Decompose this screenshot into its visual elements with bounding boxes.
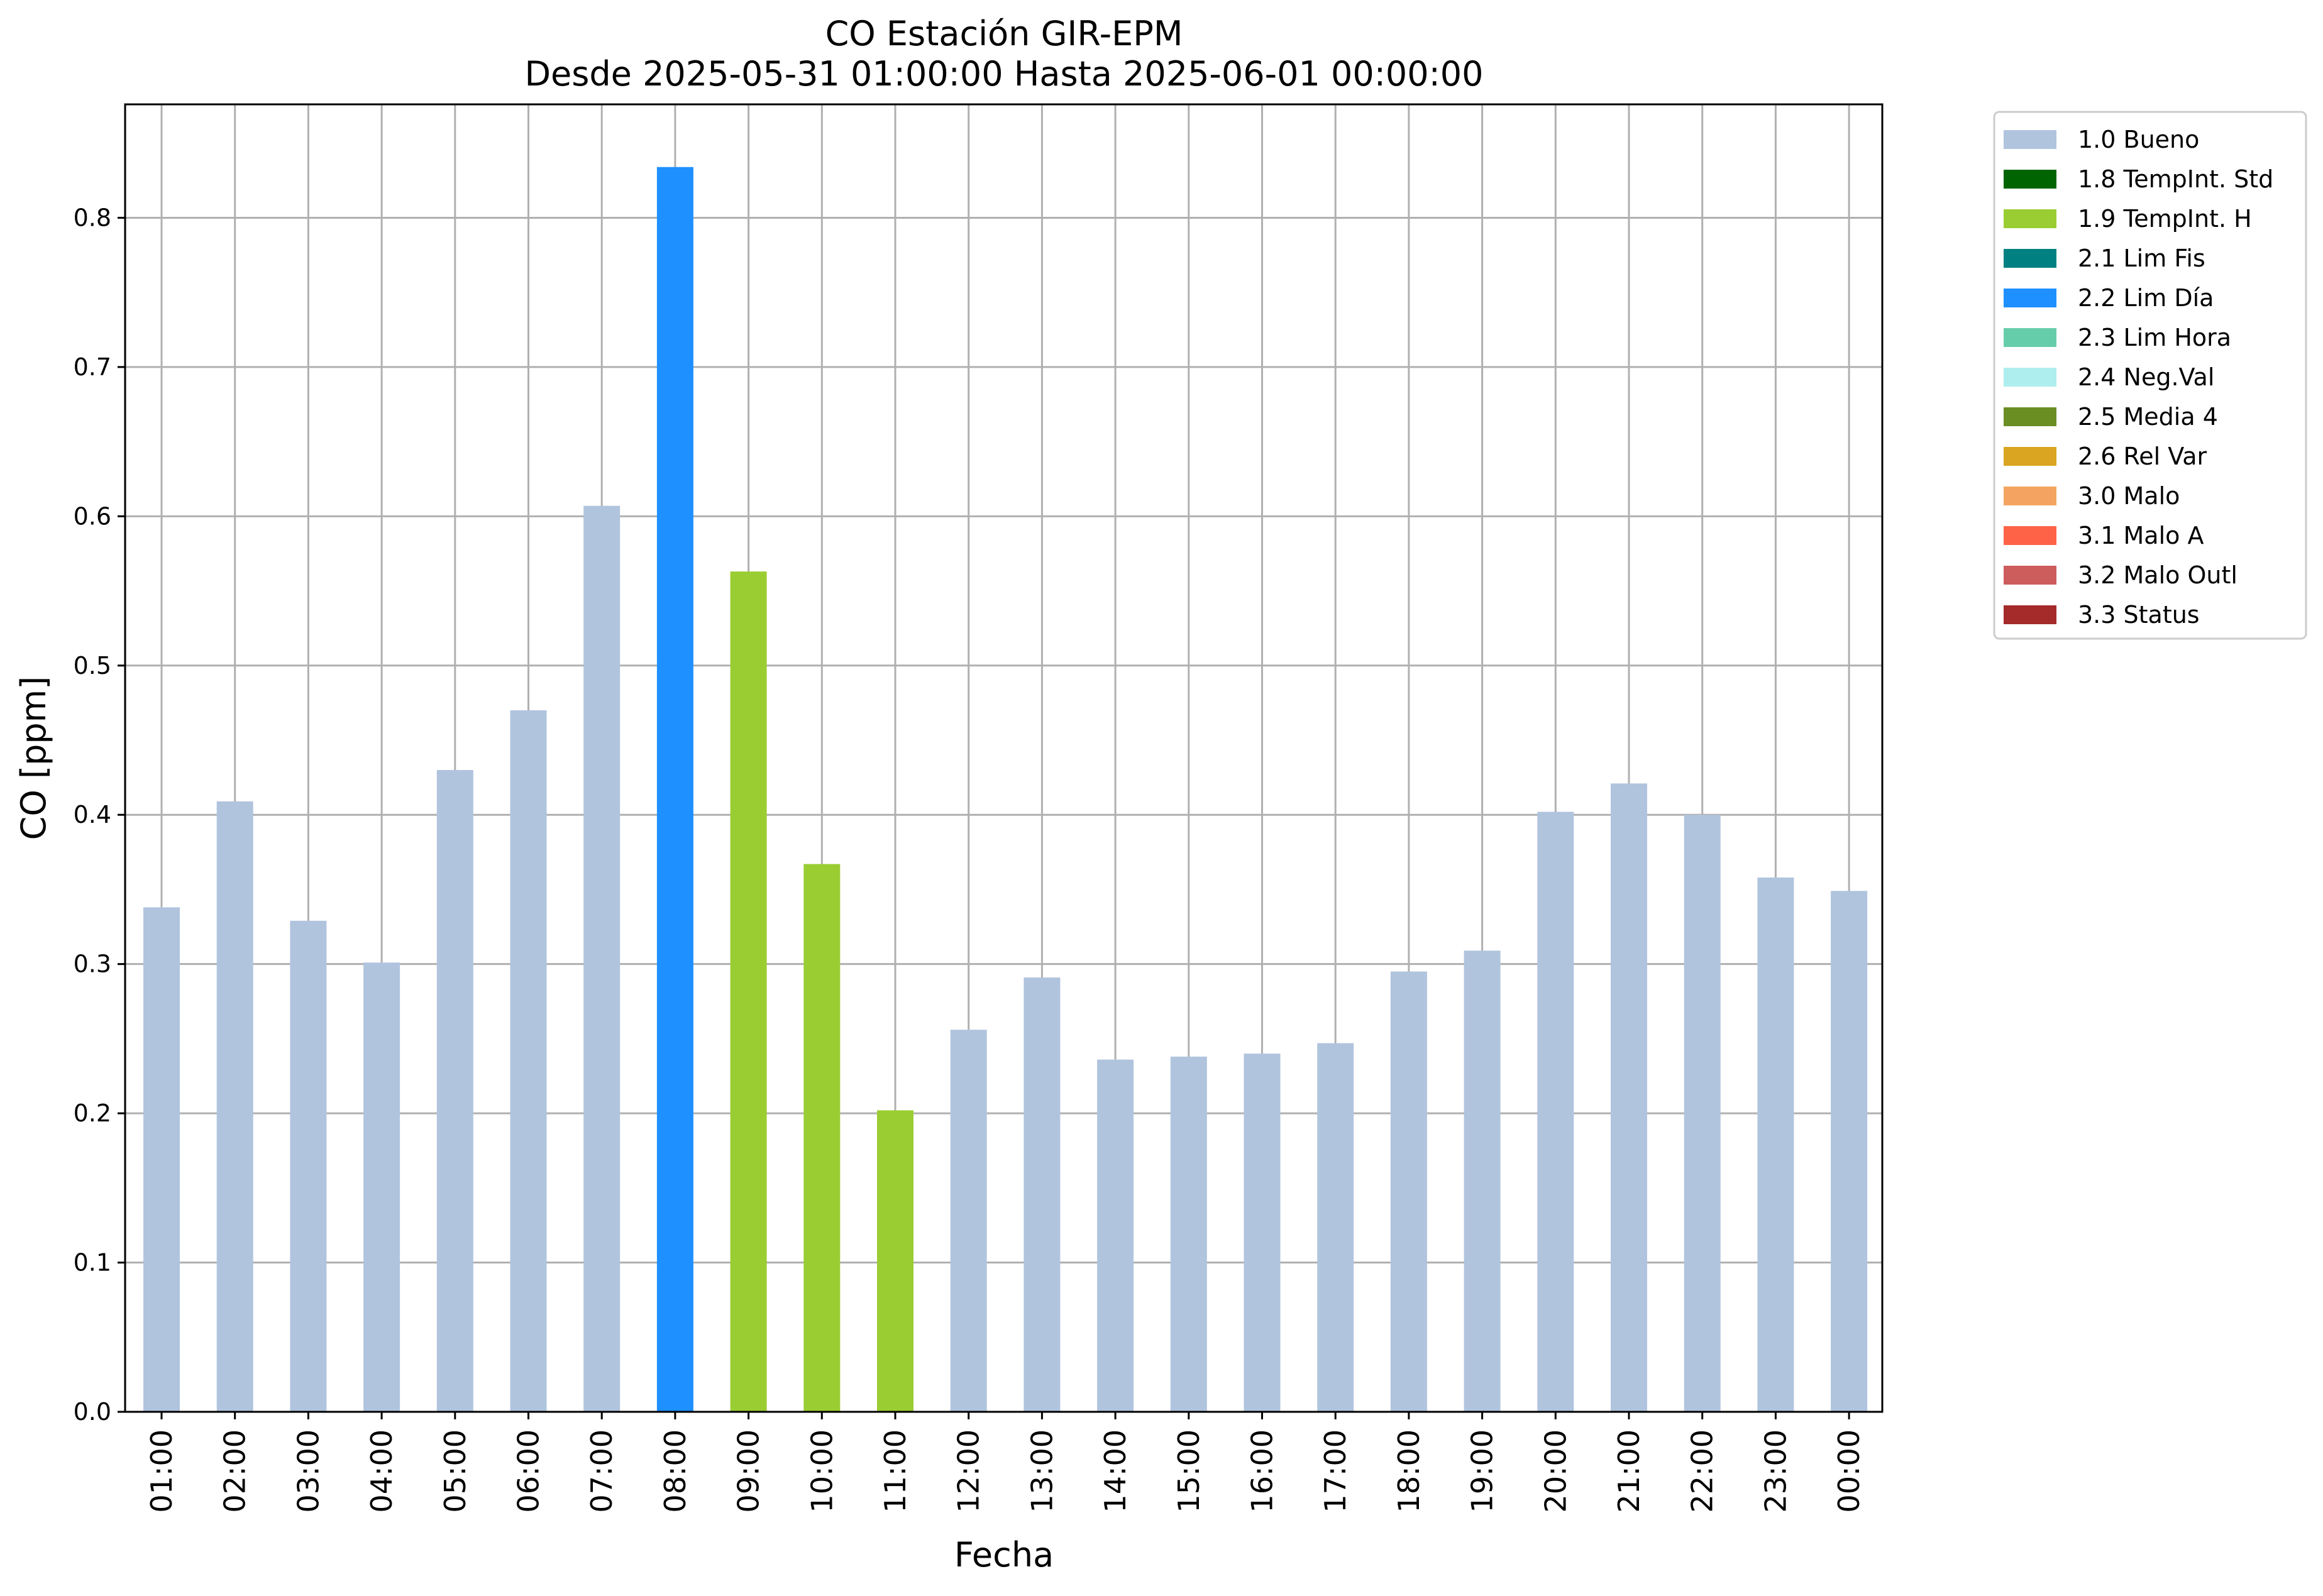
y-tick-label: 0.2 (74, 1099, 111, 1127)
x-tick-label: 10:00 (805, 1429, 839, 1513)
bar-0900 (730, 571, 767, 1412)
y-axis-label: CO [ppm] (14, 676, 53, 840)
bar-0400 (363, 962, 400, 1412)
legend-swatch (2004, 249, 2056, 268)
legend-label: 3.3 Status (2078, 601, 2200, 629)
legend-swatch (2004, 170, 2056, 189)
bar-0600 (510, 710, 547, 1412)
y-tick-label: 0.4 (74, 801, 111, 828)
y-tick-label: 0.3 (74, 950, 111, 978)
bar-0800 (656, 167, 693, 1412)
x-tick-label: 21:00 (1612, 1429, 1646, 1513)
y-tick-label: 0.5 (74, 652, 111, 680)
bar-0000 (1831, 891, 1868, 1412)
legend-label: 3.2 Malo Outl (2078, 561, 2237, 589)
bar-1700 (1317, 1043, 1354, 1412)
y-axis-ticks: 0.0 0.1 0.2 0.3 0.4 0.5 0.6 0.7 0.8 (74, 204, 125, 1426)
legend-swatch (2004, 526, 2056, 545)
x-tick-label: 07:00 (585, 1429, 619, 1513)
bar-0300 (290, 920, 327, 1412)
x-tick-label: 23:00 (1758, 1429, 1792, 1513)
x-tick-label: 20:00 (1538, 1429, 1572, 1513)
x-tick-label: 22:00 (1686, 1429, 1719, 1513)
y-tick-label: 0.0 (74, 1398, 111, 1426)
x-tick-label: 09:00 (732, 1429, 766, 1513)
legend-swatch (2004, 566, 2056, 585)
legend-label: 2.4 Neg.Val (2078, 363, 2214, 391)
legend-label: 1.8 TempInt. Std (2078, 165, 2273, 193)
y-tick-label: 0.1 (74, 1249, 111, 1277)
bar-1900 (1464, 950, 1501, 1412)
x-tick-label: 11:00 (878, 1429, 912, 1513)
x-tick-label: 04:00 (365, 1429, 399, 1513)
x-tick-label: 03:00 (291, 1429, 325, 1513)
x-tick-label: 00:00 (1832, 1429, 1866, 1513)
x-tick-label: 18:00 (1392, 1429, 1426, 1513)
bar-1800 (1390, 971, 1427, 1412)
bar-1400 (1097, 1059, 1134, 1412)
y-tick-label: 0.7 (74, 353, 111, 381)
legend-label: 2.6 Rel Var (2078, 443, 2207, 470)
x-tick-label: 08:00 (658, 1429, 692, 1513)
bar-0700 (583, 505, 621, 1412)
x-tick-label: 15:00 (1172, 1429, 1206, 1513)
bar-1200 (950, 1030, 987, 1412)
bar-0200 (216, 801, 253, 1412)
legend-swatch (2004, 605, 2056, 624)
legend-swatch (2004, 209, 2056, 228)
legend-swatch (2004, 447, 2056, 466)
bar-1100 (877, 1110, 913, 1412)
x-tick-label: 02:00 (218, 1429, 252, 1513)
x-tick-label: 19:00 (1465, 1429, 1499, 1513)
x-tick-label: 06:00 (512, 1429, 546, 1513)
bar-0100 (143, 907, 180, 1412)
bar-1500 (1170, 1056, 1207, 1412)
legend-frame (1993, 111, 2307, 640)
x-tick-label: 01:00 (145, 1429, 179, 1513)
legend-label: 1.9 TempInt. H (2078, 205, 2252, 233)
legend-label: 2.5 Media 4 (2078, 403, 2218, 431)
bars (143, 167, 1868, 1412)
legend-label: 1.0 Bueno (2078, 126, 2199, 153)
legend-label: 2.1 Lim Fis (2078, 245, 2205, 272)
legend: 1.0 Bueno 1.8 TempInt. Std 1.9 TempInt. H 2… (1993, 111, 2307, 640)
chart-title: CO Estación GIR-EPM (825, 14, 1183, 53)
bar-1300 (1024, 977, 1061, 1412)
x-tick-label: 17:00 (1318, 1429, 1352, 1513)
legend-swatch (2004, 328, 2056, 347)
legend-label: 3.0 Malo (2078, 482, 2180, 510)
bar-2300 (1757, 877, 1794, 1412)
x-axis-label: Fecha (954, 1535, 1054, 1575)
bar-1000 (803, 864, 841, 1412)
bar-0500 (436, 769, 473, 1412)
chart-subtitle: Desde 2025-05-31 01:00:00 Hasta 2025-06-… (524, 54, 1483, 94)
x-tick-label: 13:00 (1025, 1429, 1059, 1513)
bar-2000 (1537, 812, 1574, 1412)
legend-label: 3.1 Malo A (2078, 522, 2204, 549)
plot-frame (124, 103, 1884, 1413)
y-tick-label: 0.8 (74, 204, 111, 231)
bar-2200 (1684, 815, 1721, 1412)
legend-label: 2.2 Lim Día (2078, 284, 2214, 312)
x-axis-ticks: 01:00 02:00 03:00 04:00 05:00 06:00 07:00 08:00… (145, 1412, 1866, 1513)
x-tick-label: 05:00 (438, 1429, 472, 1513)
y-tick-label: 0.6 (74, 502, 111, 530)
legend-swatch (2004, 487, 2056, 505)
x-tick-label: 14:00 (1098, 1429, 1132, 1513)
legend-swatch (2004, 289, 2056, 307)
legend-swatch (2004, 130, 2056, 149)
legend-label: 2.3 Lim Hora (2078, 324, 2231, 351)
legend-swatch (2004, 368, 2056, 387)
bar-1600 (1244, 1054, 1281, 1412)
x-tick-label: 12:00 (952, 1429, 986, 1513)
bar-2100 (1611, 783, 1647, 1412)
legend-swatch (2004, 407, 2056, 426)
x-tick-label: 16:00 (1245, 1429, 1279, 1513)
